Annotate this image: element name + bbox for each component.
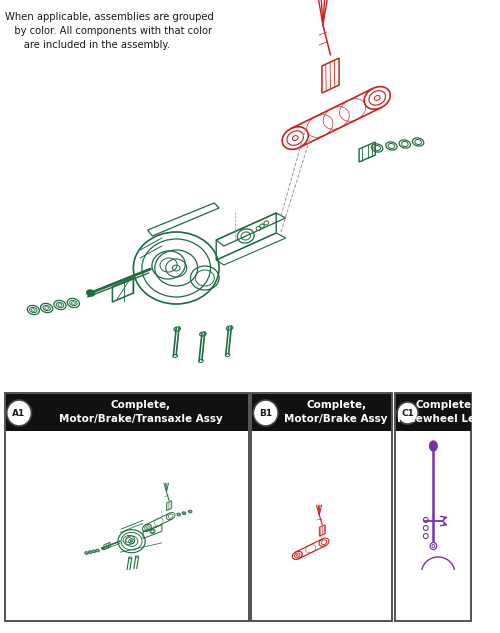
Text: Complete,: Complete,: [111, 400, 171, 410]
Ellipse shape: [102, 548, 104, 549]
Ellipse shape: [430, 441, 437, 451]
Text: Motor/Brake Assy: Motor/Brake Assy: [284, 414, 388, 424]
Text: Complete,: Complete,: [306, 400, 366, 410]
Circle shape: [254, 400, 278, 426]
Text: Freewheel Lever: Freewheel Lever: [397, 414, 494, 424]
Text: A1: A1: [12, 408, 26, 418]
Circle shape: [6, 400, 32, 426]
Bar: [6, 394, 248, 431]
Text: Complete,: Complete,: [416, 400, 476, 410]
Bar: [5, 393, 248, 621]
Text: C1: C1: [401, 408, 414, 418]
Text: B1: B1: [259, 408, 272, 418]
Bar: [252, 393, 392, 621]
Ellipse shape: [86, 290, 94, 296]
Text: Motor/Brake/Transaxle Assy: Motor/Brake/Transaxle Assy: [59, 414, 223, 424]
Bar: [396, 393, 471, 621]
Bar: [396, 394, 470, 431]
Circle shape: [397, 402, 418, 424]
Text: When applicable, assemblies are grouped
   by color. All components with that co: When applicable, assemblies are grouped …: [5, 12, 214, 50]
Bar: [252, 394, 392, 431]
